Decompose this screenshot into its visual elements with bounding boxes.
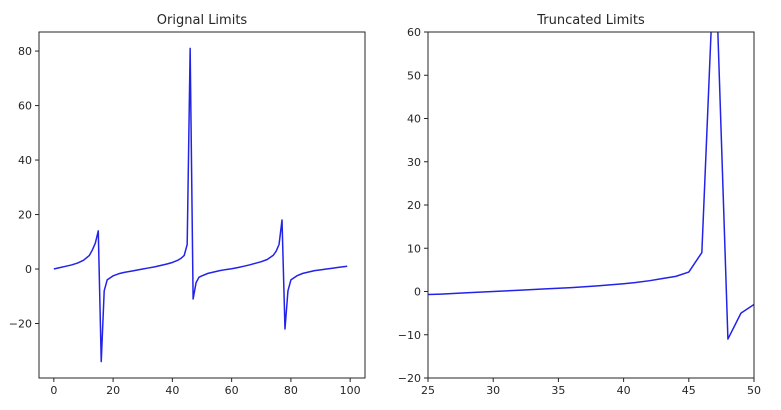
- chart-1-y-tick-label: −20: [9, 318, 32, 331]
- chart-2-y-tick-label: 0: [414, 286, 421, 299]
- chart-2-y-tick-label: −20: [398, 372, 421, 385]
- chart-1-y-tick-label: 80: [18, 45, 32, 58]
- chart-2-y-tick-label: 60: [407, 26, 421, 39]
- chart-1-x-tick-label: 20: [106, 384, 120, 397]
- chart-2-y-tick-label: 10: [407, 242, 421, 255]
- chart-2: 25 30 35 40 45 50 −20 −10 0 10 20 30 40 50 60 Truncated…: [398, 13, 761, 397]
- chart-1-x-tick-label: 60: [225, 384, 239, 397]
- chart-2-x-tick-label: 25: [421, 384, 435, 397]
- chart-1-plot-frame: [38, 31, 366, 379]
- chart-2-y-tick-label: 30: [407, 156, 421, 169]
- chart-1-y-tick-label: 60: [18, 100, 32, 113]
- chart-2-y-tick-label: −10: [398, 329, 421, 342]
- chart-1-x-tick-label: 100: [340, 384, 361, 397]
- chart-2-y-tick-label: 40: [407, 113, 421, 126]
- chart-2-x-tick-label: 40: [617, 384, 631, 397]
- chart-2-plot-frame: [427, 31, 755, 379]
- chart-1-title: Orignal Limits: [157, 13, 248, 28]
- chart-2-title: Truncated Limits: [536, 13, 645, 28]
- chart-1-y-tick-label: 0: [25, 263, 32, 276]
- chart-2-x-tick-label: 50: [747, 384, 761, 397]
- chart-2-x-tick-label: 45: [682, 384, 696, 397]
- chart-1-x-tick-label: 40: [165, 384, 179, 397]
- chart-1-series-line-1: [53, 47, 348, 363]
- chart-2-y-tick-label: 50: [407, 69, 421, 82]
- chart-2-y-tick-label: 20: [407, 199, 421, 212]
- chart-1: 0 20 40 60 80 100 −20 0 20 40 60 80 Orignal Limits: [9, 13, 366, 397]
- chart-1-y-tick-label: 40: [18, 154, 32, 167]
- chart-2-x-tick-label: 35: [551, 384, 565, 397]
- chart-1-x-tick-label: 80: [284, 384, 298, 397]
- chart-1-x-tick-label: 0: [50, 384, 57, 397]
- chart-2-series-line-1: [428, 32, 754, 340]
- chart-2-x-tick-label: 30: [486, 384, 500, 397]
- chart-1-y-tick-label: 20: [18, 209, 32, 222]
